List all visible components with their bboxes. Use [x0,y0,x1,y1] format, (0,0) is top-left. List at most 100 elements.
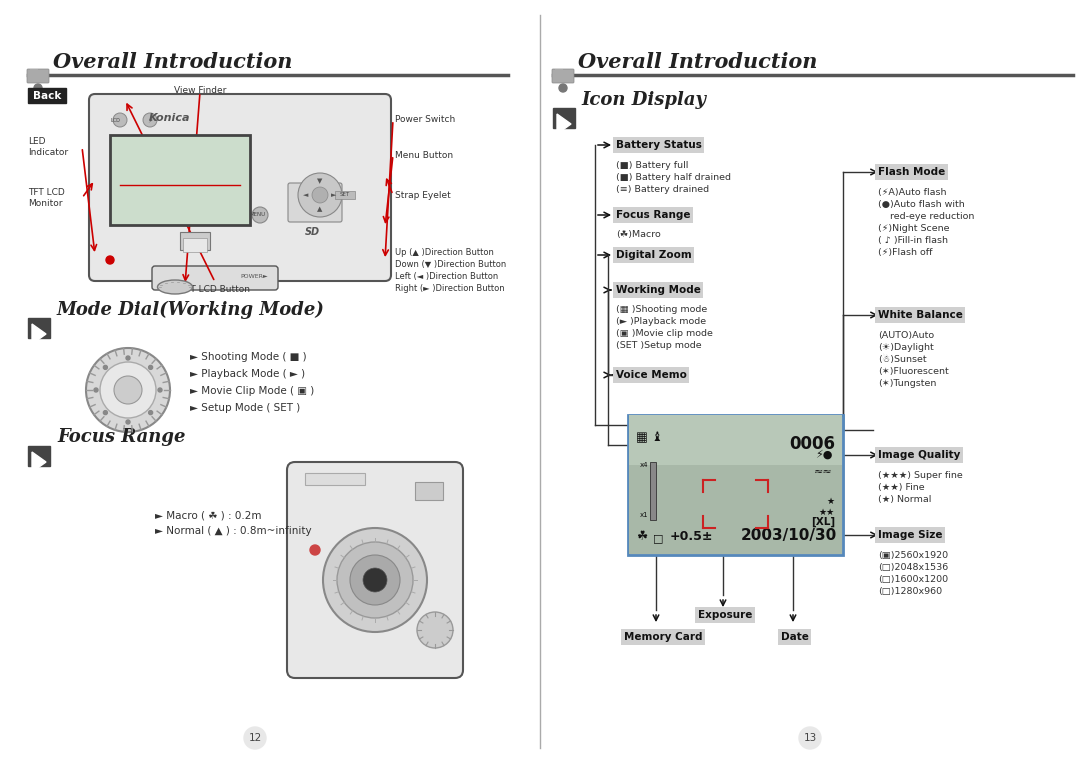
Circle shape [337,542,413,618]
Text: TFT LCD Button: TFT LCD Button [180,285,249,294]
Text: (⚡A)Auto flash: (⚡A)Auto flash [878,188,946,197]
Text: Right (► )Direction Button: Right (► )Direction Button [395,284,504,293]
Text: (⚡)Flash off: (⚡)Flash off [878,248,932,257]
Text: (□)2048x1536: (□)2048x1536 [878,563,948,572]
Text: ► Movie Clip Mode ( ▣ ): ► Movie Clip Mode ( ▣ ) [190,386,314,396]
Text: Date: Date [781,632,809,642]
Bar [553,108,575,128]
Text: ▲: ▲ [318,206,323,212]
Text: 0006: 0006 [789,435,835,453]
Text: □: □ [653,533,663,543]
Circle shape [126,420,130,424]
Text: ( ♪ )Fill-in flash: ( ♪ )Fill-in flash [878,236,948,245]
Text: Down (▼ )Direction Button: Down (▼ )Direction Button [395,260,507,269]
Bar [183,238,207,252]
Text: ► Normal ( ▲ ) : 0.8m~infinity: ► Normal ( ▲ ) : 0.8m~infinity [156,526,312,536]
Bar [555,69,563,74]
Text: MENU: MENU [249,213,266,217]
Text: (☀)Daylight: (☀)Daylight [878,343,934,352]
FancyBboxPatch shape [287,462,463,678]
Text: Battery Status: Battery Status [616,140,702,150]
Circle shape [417,612,453,648]
Text: POWER►: POWER► [240,274,268,279]
Text: View Finder: View Finder [174,86,226,95]
Text: LCD: LCD [110,118,120,123]
Ellipse shape [158,280,192,294]
Text: (▦ )Shooting mode: (▦ )Shooting mode [616,305,707,314]
Circle shape [363,568,387,592]
Bar [30,69,38,74]
Polygon shape [557,114,571,134]
Text: Icon Display: Icon Display [581,91,706,109]
Text: x1: x1 [639,512,648,518]
Text: ⚡●: ⚡● [815,450,833,460]
Text: Working Mode: Working Mode [616,285,701,295]
Bar [627,415,843,555]
Circle shape [310,545,320,555]
FancyBboxPatch shape [27,69,49,83]
Text: ► Setup Mode ( SET ): ► Setup Mode ( SET ) [190,403,300,413]
Text: (▣ )Movie clip mode: (▣ )Movie clip mode [616,329,713,338]
Text: ▦ ♝: ▦ ♝ [636,431,663,444]
Text: Menu Button: Menu Button [395,150,454,159]
Bar [28,446,50,466]
Circle shape [33,84,42,92]
Text: Mode Dial(Working Mode): Mode Dial(Working Mode) [57,301,325,319]
Text: 2003/10/30: 2003/10/30 [741,528,837,543]
Bar [180,232,210,250]
Text: 13: 13 [804,733,816,743]
FancyBboxPatch shape [288,183,342,222]
FancyBboxPatch shape [552,69,573,83]
Circle shape [350,555,400,605]
Text: (□)1280x960: (□)1280x960 [878,587,942,596]
Text: (► )Playback mode: (► )Playback mode [616,317,706,326]
Bar [305,473,365,485]
Circle shape [158,388,162,392]
Circle shape [106,256,114,264]
Circle shape [143,113,157,127]
Text: ≈≈: ≈≈ [814,467,833,477]
Circle shape [149,410,152,414]
Text: Strap Eyelet: Strap Eyelet [395,191,450,199]
Text: ▼: ▼ [318,178,323,184]
Text: Image Quality: Image Quality [878,450,960,460]
Text: (■) Battery half drained: (■) Battery half drained [616,173,731,182]
Bar [415,482,443,500]
Text: Back: Back [32,91,62,101]
Text: +0.5±: +0.5± [670,530,714,543]
Text: ► Playback Mode ( ► ): ► Playback Mode ( ► ) [190,369,306,379]
Text: ⚡: ⚡ [147,115,153,124]
Circle shape [86,348,170,432]
Circle shape [799,727,821,749]
Polygon shape [32,324,46,344]
Text: Up (▲ )Direction Button: Up (▲ )Direction Button [395,248,494,257]
Text: Power Switch: Power Switch [395,115,456,124]
FancyBboxPatch shape [152,266,278,290]
Text: ► Shooting Mode ( ■ ): ► Shooting Mode ( ■ ) [190,352,307,362]
Text: (≡) Battery drained: (≡) Battery drained [616,185,710,194]
Text: (■) Battery full: (■) Battery full [616,161,688,170]
Bar [110,135,249,225]
Text: (●)Auto flash with: (●)Auto flash with [878,200,964,209]
Text: ☘: ☘ [636,530,647,543]
Circle shape [312,187,328,203]
Text: LED
Indicator: LED Indicator [28,137,68,156]
Text: Focus Range: Focus Range [57,428,186,446]
Bar [629,416,842,554]
Text: (★★) Fine: (★★) Fine [878,483,924,492]
Text: Memory Card: Memory Card [624,632,702,642]
Bar [335,191,355,199]
Circle shape [114,376,141,404]
Text: Digital Zoom: Digital Zoom [616,250,692,260]
Text: [XL]: [XL] [811,517,835,527]
Circle shape [104,365,107,369]
Text: x4: x4 [639,462,648,468]
Bar [28,318,50,338]
Text: ►: ► [332,192,337,198]
Text: (□)1600x1200: (□)1600x1200 [878,575,948,584]
Circle shape [323,528,427,632]
Text: (☃)Sunset: (☃)Sunset [878,355,927,365]
Text: Left (◄ )Direction Button: Left (◄ )Direction Button [395,272,498,281]
Bar [650,462,656,520]
Text: (AUTO)Auto: (AUTO)Auto [878,331,934,340]
